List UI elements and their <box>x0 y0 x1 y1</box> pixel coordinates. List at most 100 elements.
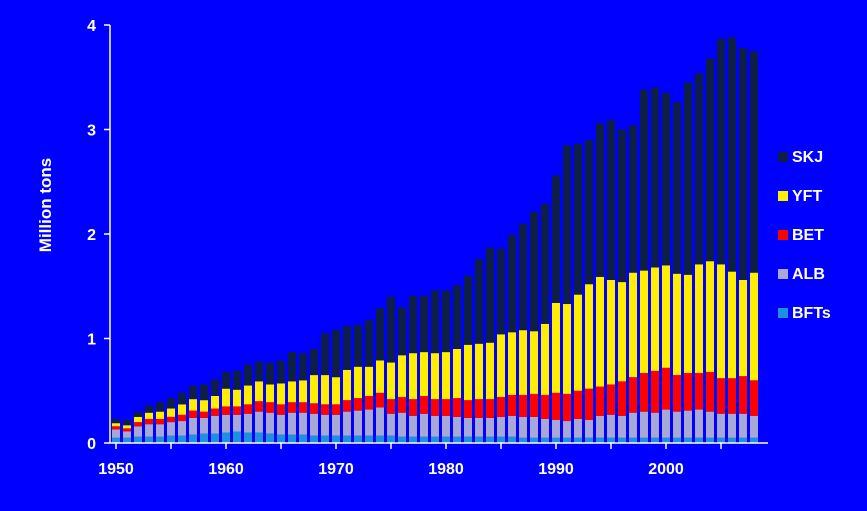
bar-bet-1961 <box>233 406 241 415</box>
bar-skj-1978 <box>420 295 428 353</box>
bar-bet-1972 <box>354 398 362 411</box>
y-tick-label: 0 <box>87 436 96 453</box>
bar-alb-1954 <box>156 424 164 437</box>
bar-alb-1990 <box>552 420 560 438</box>
bar-skj-1970 <box>332 330 340 378</box>
legend-label-bfts: BFTs <box>792 305 831 322</box>
bar-bet-1966 <box>288 402 296 413</box>
bar-bfts-1958 <box>200 433 208 443</box>
bar-bfts-1973 <box>365 435 373 443</box>
bar-alb-1959 <box>211 415 219 434</box>
bar-bfts-1959 <box>211 433 219 443</box>
bar-bet-1986 <box>508 394 516 416</box>
x-tick-label: 1960 <box>208 461 244 478</box>
bar-bet-1997 <box>629 377 637 413</box>
bar-skj-1997 <box>629 125 637 273</box>
bar-yft-1978 <box>420 352 428 396</box>
bar-bet-1991 <box>563 393 571 422</box>
bar-skj-1990 <box>552 175 560 303</box>
bar-alb-1993 <box>585 420 593 438</box>
bar-yft-1999 <box>651 267 659 371</box>
bar-yft-2007 <box>739 279 747 377</box>
bar-bfts-1997 <box>629 437 637 443</box>
bar-yft-1993 <box>585 284 593 389</box>
bar-yft-1984 <box>486 342 494 400</box>
bar-bet-1976 <box>398 397 406 413</box>
bar-skj-1989 <box>541 203 549 324</box>
bar-yft-1957 <box>189 399 197 411</box>
bar-yft-1996 <box>618 282 626 382</box>
bar-bet-2001 <box>673 375 681 412</box>
legend-swatch-bfts <box>778 308 788 318</box>
bar-bfts-1970 <box>332 435 340 443</box>
bar-skj-2001 <box>673 102 681 274</box>
bar-yft-1981 <box>453 348 461 399</box>
bar-skj-1950 <box>112 418 120 424</box>
legend-swatch-bet <box>778 230 788 240</box>
bar-yft-2000 <box>662 265 670 368</box>
legend-label-yft: YFT <box>792 188 822 205</box>
legend-swatch-skj <box>778 152 788 162</box>
bar-skj-1987 <box>519 223 527 331</box>
bar-alb-1967 <box>299 412 307 435</box>
x-tick-label: 1990 <box>538 461 574 478</box>
bar-skj-1993 <box>585 139 593 285</box>
bar-bet-1981 <box>453 398 461 417</box>
bar-skj-1964 <box>266 362 274 385</box>
bar-yft-1952 <box>134 416 142 423</box>
bar-yft-1954 <box>156 411 164 419</box>
bar-yft-1965 <box>277 383 285 405</box>
bar-skj-1959 <box>211 379 219 396</box>
bar-alb-1960 <box>222 414 230 433</box>
bar-yft-1969 <box>321 375 329 405</box>
bar-yft-2006 <box>728 271 736 379</box>
bar-bet-1967 <box>299 402 307 413</box>
bar-alb-2001 <box>673 411 681 438</box>
bar-alb-1957 <box>189 417 197 435</box>
y-tick-label: 2 <box>87 227 96 244</box>
bar-alb-1983 <box>475 417 483 437</box>
bar-bfts-1954 <box>156 436 164 443</box>
bar-skj-1972 <box>354 324 362 367</box>
bar-yft-1960 <box>222 388 230 407</box>
bar-yft-2004 <box>706 261 714 372</box>
bar-alb-1992 <box>574 418 582 438</box>
bar-yft-1998 <box>640 270 648 373</box>
bar-bet-1954 <box>156 418 164 425</box>
bar-bet-1983 <box>475 399 483 418</box>
x-tick-label: 1950 <box>98 461 134 478</box>
bar-bet-1965 <box>277 404 285 415</box>
bar-skj-1958 <box>200 384 208 401</box>
bar-alb-1978 <box>420 413 428 437</box>
axes <box>104 24 768 449</box>
bar-yft-1974 <box>376 360 384 393</box>
bar-skj-1995 <box>607 120 615 280</box>
bar-bet-2002 <box>684 372 692 411</box>
bar-bet-2006 <box>728 378 736 414</box>
bar-alb-1951 <box>123 431 131 438</box>
legend-label-bet: BET <box>792 227 824 244</box>
bar-bet-1955 <box>167 416 175 423</box>
bar-yft-1958 <box>200 400 208 412</box>
bar-alb-1979 <box>431 415 439 437</box>
bar-alb-2006 <box>728 413 736 438</box>
bar-alb-1995 <box>607 414 615 438</box>
bar-bfts-1953 <box>145 436 153 443</box>
bar-bfts-1951 <box>123 437 131 443</box>
bar-alb-2003 <box>695 409 703 438</box>
x-tick-label: 2000 <box>648 461 684 478</box>
bar-bfts-1999 <box>651 437 659 443</box>
bar-yft-1976 <box>398 355 406 398</box>
bar-bet-1999 <box>651 370 659 413</box>
bar-bfts-1984 <box>486 436 494 443</box>
bar-bfts-1975 <box>387 435 395 443</box>
bar-yft-1963 <box>255 381 263 402</box>
bar-yft-1994 <box>596 276 604 387</box>
legend-label-alb: ALB <box>792 266 825 283</box>
bar-bfts-1967 <box>299 434 307 443</box>
bar-yft-2001 <box>673 273 681 376</box>
bar-skj-1999 <box>651 87 659 268</box>
bar-alb-1972 <box>354 410 362 436</box>
x-tick-label: 1980 <box>428 461 464 478</box>
